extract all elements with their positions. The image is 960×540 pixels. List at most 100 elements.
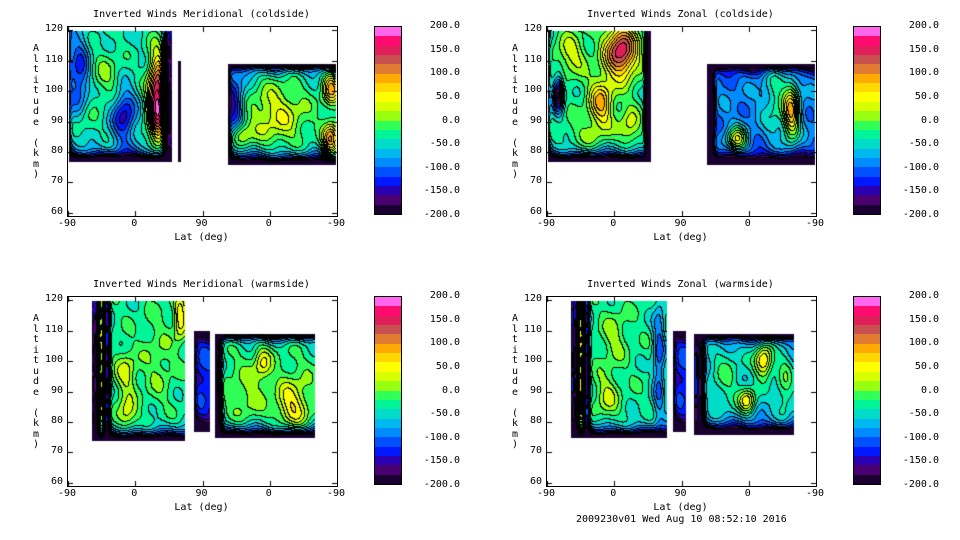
colorbar-band	[375, 83, 401, 93]
colorbar-band	[375, 446, 401, 457]
y-axis-label-char: t	[511, 85, 519, 96]
y-axis-label-char: u	[511, 365, 519, 377]
chart-title: Inverted Winds Meridional (warmside)	[93, 279, 310, 290]
y-tick-label: 90	[50, 384, 63, 396]
colorbar-band	[375, 101, 401, 112]
colorbar-tick-label: 150.0	[429, 43, 460, 55]
y-axis-label-char: e	[511, 386, 519, 398]
y-axis-label-char	[509, 128, 521, 139]
y-axis-label-char: d	[511, 376, 519, 387]
colorbar-band	[375, 176, 401, 187]
y-axis-label-char: e	[32, 116, 40, 128]
y-tick-label: 90	[529, 114, 542, 126]
y-axis-label-char: m	[511, 428, 519, 440]
y-tick-label: 120	[44, 23, 63, 35]
y-axis-label-char: )	[32, 439, 40, 450]
x-tick-label: -90	[536, 218, 556, 229]
colorbar-band	[375, 120, 401, 131]
y-axis-label-char: d	[32, 376, 40, 387]
y-axis-label-char: e	[511, 116, 519, 128]
y-axis-label-char: t	[32, 334, 40, 345]
colorbar-band	[375, 371, 401, 382]
colorbar-band	[854, 36, 880, 47]
colorbar-tick-label: 200.0	[908, 290, 939, 301]
colorbar-band	[854, 176, 880, 187]
colorbar	[853, 296, 881, 485]
x-tick-label: -90	[536, 488, 556, 499]
colorbar-band	[375, 325, 401, 335]
y-axis-label-char	[30, 398, 42, 409]
y-axis-label-char: t	[32, 85, 40, 96]
chart-panel: Inverted Winds Zonal (warmside) 60 70 80 90 1…	[479, 270, 958, 540]
x-tick-label: 0	[744, 488, 751, 499]
colorbar-band	[375, 343, 401, 354]
colorbar-tick-label: 100.0	[429, 337, 460, 349]
colorbar-band	[854, 437, 880, 448]
colorbar-band	[854, 362, 880, 373]
colorbar-band	[375, 353, 401, 363]
colorbar-band	[854, 64, 880, 75]
x-tick-label: -90	[805, 488, 825, 499]
contour-plot	[546, 296, 817, 487]
colorbar-band	[375, 185, 401, 196]
colorbar-band	[375, 418, 401, 429]
colorbar-tick-label: 150.0	[908, 313, 939, 325]
x-tick-label: 90	[674, 488, 687, 499]
colorbar-tick-label: 200.0	[429, 20, 460, 31]
colorbar-band	[854, 325, 880, 335]
y-tick-label: 60	[50, 475, 63, 487]
y-tick-label: 100	[523, 84, 542, 96]
colorbar-band	[375, 399, 401, 410]
colorbar-band	[375, 111, 401, 121]
colorbar-tick-label: -150.0	[423, 455, 460, 467]
x-tick-label: 0	[131, 488, 138, 499]
contour-plot	[546, 26, 817, 217]
x-tick-label: -90	[57, 488, 77, 499]
colorbar-band	[375, 455, 401, 466]
y-tick-label: 80	[529, 414, 542, 426]
y-tick-label: 120	[523, 293, 542, 305]
colorbar-band	[375, 167, 401, 178]
colorbar-band	[375, 157, 401, 168]
y-axis-label-char: t	[511, 355, 519, 366]
colorbar-band	[854, 185, 880, 196]
colorbar-band	[854, 381, 880, 391]
y-axis-label-char: )	[32, 169, 40, 180]
y-tick-label: 100	[44, 354, 63, 366]
chart-title: Inverted Winds Meridional (coldside)	[93, 9, 310, 20]
y-axis-label-char: i	[511, 344, 519, 356]
colorbar-tick-label: 100.0	[908, 67, 939, 79]
colorbar-tick-label: 100.0	[429, 67, 460, 79]
colorbar-tick-label: 100.0	[908, 337, 939, 349]
colorbar-band	[854, 371, 880, 382]
colorbar	[374, 296, 402, 485]
colorbar-band	[375, 27, 401, 37]
colorbar-tick-label: -50.0	[908, 408, 939, 420]
colorbar-band	[375, 437, 401, 448]
colorbar-band	[854, 148, 880, 159]
y-tick-label: 80	[50, 144, 63, 156]
colorbar-tick-label: 200.0	[429, 290, 460, 301]
colorbar-tick-label: -50.0	[429, 138, 460, 150]
colorbar-tick-label: -200.0	[902, 209, 939, 220]
colorbar-tick-label: -50.0	[429, 408, 460, 420]
colorbar-tick-label: 50.0	[435, 360, 460, 372]
colorbar-tick-label: 150.0	[908, 43, 939, 55]
colorbar-band	[854, 315, 880, 326]
colorbar-tick-label: -150.0	[902, 185, 939, 197]
x-axis-label: Lat (deg)	[653, 502, 708, 513]
y-tick-label: 110	[44, 53, 63, 65]
colorbar-band	[854, 139, 880, 150]
colorbar-band	[854, 120, 880, 131]
colorbar-band	[854, 157, 880, 168]
colorbar-tick-label: 200.0	[908, 20, 939, 31]
y-axis-label-char: u	[32, 95, 40, 107]
y-axis-label-char: k	[511, 418, 519, 429]
x-axis-label: Lat (deg)	[174, 502, 229, 513]
colorbar-tick-label: 50.0	[914, 90, 939, 102]
y-axis-label-char: A	[511, 43, 519, 54]
y-axis-label-char: i	[32, 74, 40, 86]
chart-panel: Inverted Winds Meridional (warmside) 60 70…	[0, 270, 479, 540]
colorbar-band	[854, 27, 880, 37]
